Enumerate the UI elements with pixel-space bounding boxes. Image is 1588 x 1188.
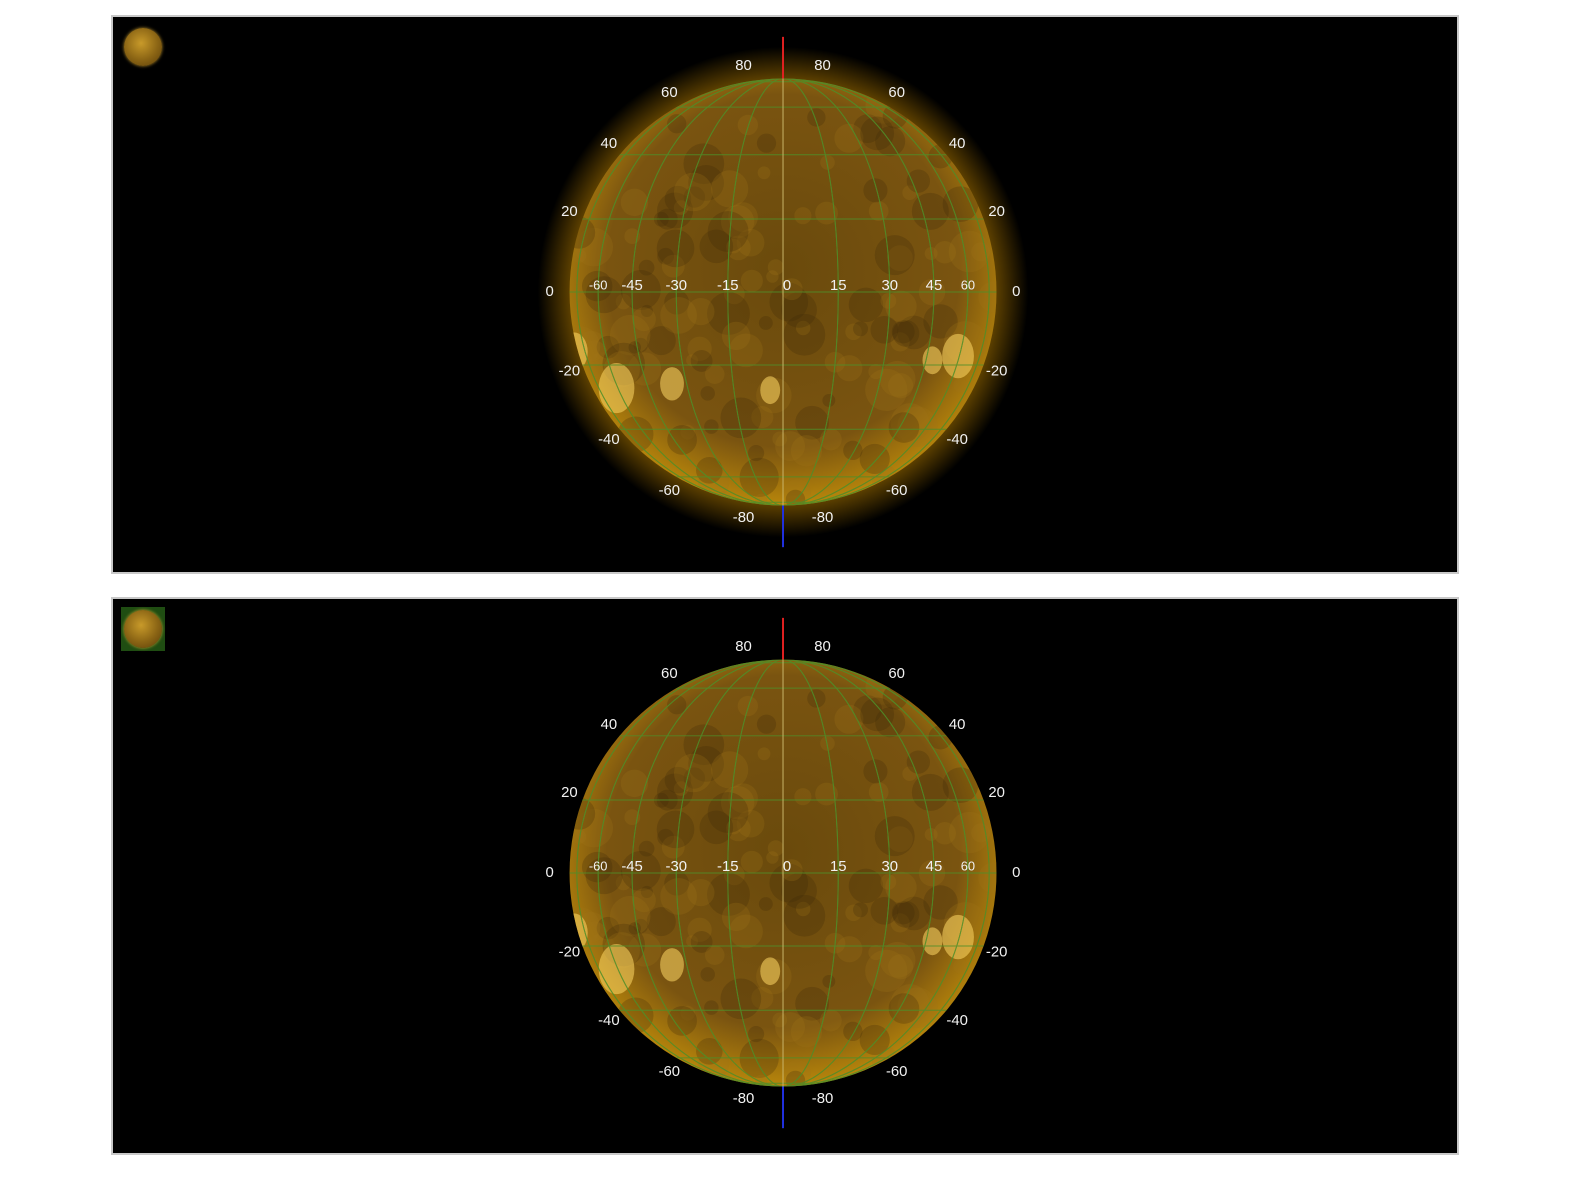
latitude-label-left: 20 xyxy=(561,204,578,220)
latitude-label-left: 40 xyxy=(601,136,618,152)
latitude-label-right: -20 xyxy=(986,364,1008,380)
active-region xyxy=(598,944,635,995)
thumbnail-bottom[interactable] xyxy=(121,607,165,651)
sun-thumbnail-icon xyxy=(124,28,162,66)
longitude-label: 15 xyxy=(830,278,847,294)
latitude-label-left: -40 xyxy=(598,1013,620,1029)
latitude-label-right: -40 xyxy=(946,1013,968,1029)
latitude-label-right: 0 xyxy=(1012,284,1020,300)
latitude-label-right: -20 xyxy=(986,945,1008,961)
longitude-line xyxy=(675,659,891,1087)
longitude-line xyxy=(727,659,839,1087)
active-region xyxy=(942,914,974,960)
longitude-label: 60 xyxy=(961,858,975,873)
latitude-label-right: -40 xyxy=(946,432,968,448)
latitude-label-left: 60 xyxy=(661,666,678,682)
longitude-label: -45 xyxy=(621,859,643,875)
latitude-label-right: 20 xyxy=(988,204,1005,220)
latitude-label-right: 80 xyxy=(814,639,831,655)
active-region xyxy=(660,948,684,982)
active-region xyxy=(922,927,943,956)
longitude-line xyxy=(631,659,935,1087)
longitude-label: 0 xyxy=(783,859,791,875)
active-region xyxy=(922,346,943,375)
longitude-line xyxy=(576,78,990,506)
latitude-label-left: -80 xyxy=(733,510,755,526)
latitude-label-left: 20 xyxy=(561,785,578,801)
sun-thumbnail-icon xyxy=(124,610,162,648)
latitude-label-left: 0 xyxy=(546,284,554,300)
longitude-label: -45 xyxy=(621,278,643,294)
active-region xyxy=(760,957,781,986)
latitude-label-right: -80 xyxy=(812,510,834,526)
longitude-line xyxy=(597,78,969,506)
latitude-label-left: -60 xyxy=(659,483,681,499)
latitude-label-right: -60 xyxy=(886,1064,907,1080)
latitude-label-left: 60 xyxy=(661,85,678,101)
latitude-label-right: -60 xyxy=(886,483,908,499)
longitude-label: 45 xyxy=(926,278,943,294)
latitude-label-right: -80 xyxy=(812,1091,834,1107)
longitude-label: -60 xyxy=(589,858,608,873)
longitude-label: 45 xyxy=(926,859,943,875)
longitude-label: -15 xyxy=(717,859,739,875)
longitude-line xyxy=(576,659,990,1087)
latitude-label-right: 40 xyxy=(949,136,966,152)
latitude-label-left: -80 xyxy=(733,1091,755,1107)
longitude-label: 15 xyxy=(830,859,847,875)
latitude-label-right: 0 xyxy=(1012,865,1020,881)
latitude-label-left: -40 xyxy=(598,432,620,448)
latitude-label-right: 20 xyxy=(988,785,1005,801)
longitude-label: 60 xyxy=(961,277,975,292)
solar-view-top[interactable]: 80 80 60 60 40 40 20 20 0 0 -20 -20 -40 -40 -60 -60 -80 -… xyxy=(113,17,1457,572)
coordinate-grid xyxy=(569,659,997,1087)
active-region xyxy=(760,376,781,405)
active-region xyxy=(660,367,684,401)
longitude-line xyxy=(727,78,839,506)
longitude-line xyxy=(675,78,891,506)
latitude-label-left: 40 xyxy=(601,717,618,733)
longitude-line xyxy=(597,659,969,1087)
latitude-label-left: 0 xyxy=(546,865,554,881)
latitude-label-right: 40 xyxy=(949,717,966,733)
viewer-panel-bottom[interactable]: 80 80 60 60 40 40 20 20 0 0 -20 -20 -40 -40 -60 -60 -80 -… xyxy=(111,597,1459,1155)
latitude-label-left: -20 xyxy=(559,945,581,961)
latitude-label-right: 60 xyxy=(888,85,905,101)
longitude-label: -15 xyxy=(717,278,739,294)
active-region xyxy=(598,363,635,414)
viewer-panel-top[interactable]: 80 80 60 60 40 40 20 20 0 0 -20 -20 -40 -40 -60 -60 -80 -… xyxy=(111,15,1459,574)
longitude-line xyxy=(631,78,935,506)
longitude-label: 0 xyxy=(783,278,791,294)
longitude-label: 30 xyxy=(881,278,898,294)
latitude-label-right: 80 xyxy=(814,58,831,74)
longitude-label: -30 xyxy=(666,278,688,294)
latitude-label-left: 80 xyxy=(735,639,752,655)
latitude-label-left: 80 xyxy=(735,58,752,74)
active-region xyxy=(942,333,974,379)
solar-view-bottom[interactable]: 80 80 60 60 40 40 20 20 0 0 -20 -20 -40 -40 -60 -60 -80 -… xyxy=(113,599,1457,1153)
longitude-label: -60 xyxy=(589,277,608,292)
thumbnail-top[interactable] xyxy=(121,25,165,69)
longitude-label: -30 xyxy=(666,859,688,875)
latitude-label-right: 60 xyxy=(888,666,905,682)
latitude-label-left: -60 xyxy=(659,1064,681,1080)
latitude-label-left: -20 xyxy=(559,364,581,380)
longitude-label: 30 xyxy=(881,859,898,875)
